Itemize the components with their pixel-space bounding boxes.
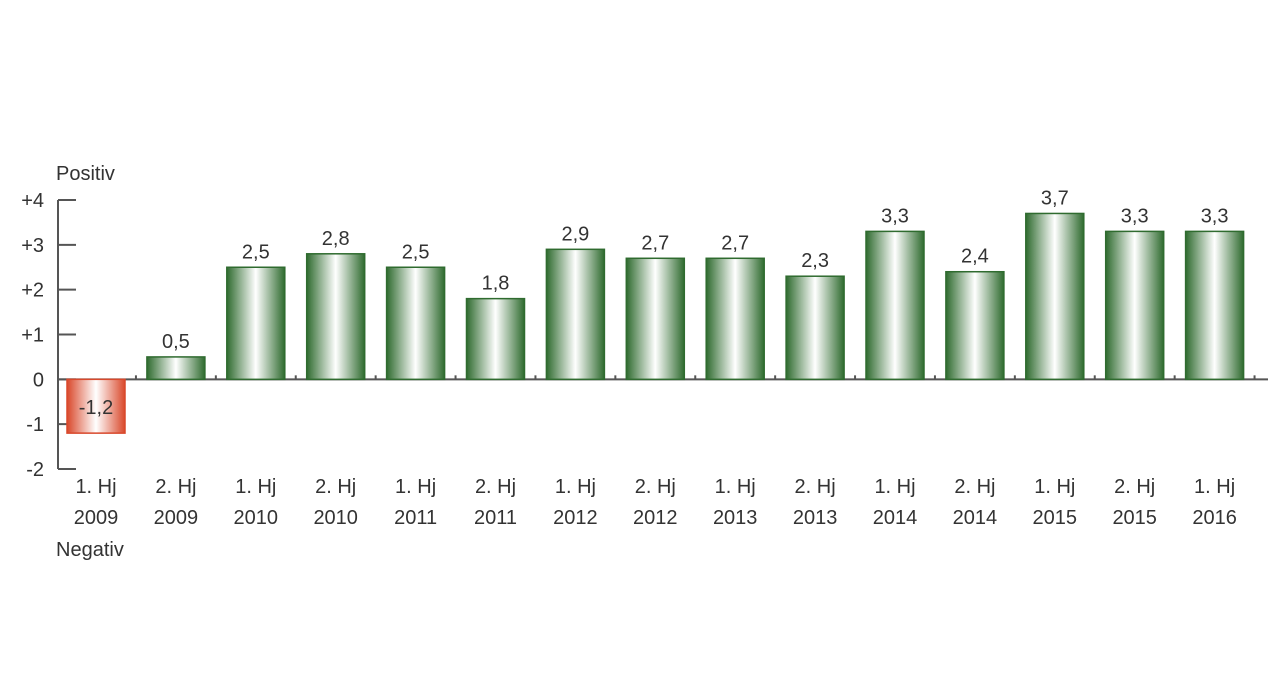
x-label-year: 2010 [234,507,279,529]
x-label-year: 2015 [1112,507,1157,529]
y-tick-label: +1 [21,325,44,347]
value-label: 0,5 [162,331,190,353]
x-label-year: 2012 [553,507,598,529]
value-label: 3,3 [1201,205,1229,227]
value-label: 3,3 [1121,205,1149,227]
x-label-half: 2. Hj [1114,476,1155,498]
bar [785,275,845,381]
x-label-year: 2014 [953,507,998,529]
value-label: 1,8 [482,273,510,295]
negative-label: Negativ [56,539,124,561]
bar [1184,230,1245,381]
y-tick-label: +2 [21,280,44,302]
value-label: 2,5 [402,241,430,263]
value-label: 2,4 [961,246,989,268]
bar-negative [66,378,126,434]
bar [545,248,606,381]
x-label-half: 2. Hj [954,476,995,498]
x-label-year: 2015 [1033,507,1078,529]
x-label-year: 2009 [154,507,199,529]
bar [705,257,765,381]
x-label-year: 2011 [394,507,437,529]
x-label-half: 2. Hj [315,476,356,498]
x-label-half: 1. Hj [1194,476,1235,498]
x-label-half: 1. Hj [235,476,276,498]
y-tick-label: +4 [21,190,44,212]
value-label: 3,7 [1041,187,1069,209]
x-label-half: 1. Hj [75,476,116,498]
x-axis-labels: 1. Hj 2009 2. Hj 2009 1. Hj 2010 2. Hj 2010 1. H… [74,476,1237,529]
y-tick-label: +3 [21,235,44,257]
value-label: -1,2 [79,397,113,419]
bar [945,270,1005,381]
x-label-half: 1. Hj [555,476,596,498]
y-tick-label: -1 [26,414,44,436]
y-tick-label: -2 [26,459,44,481]
x-label-year: 2013 [713,507,758,529]
x-label-half: 2. Hj [795,476,836,498]
bar [465,297,526,381]
value-label: 2,7 [721,232,749,254]
x-label-year: 2013 [793,507,838,529]
x-label-year: 2016 [1192,507,1237,529]
value-label: 2,8 [322,228,350,250]
x-label-half: 1. Hj [715,476,756,498]
bar [226,266,286,381]
bars [66,212,1245,434]
bar [385,266,446,381]
x-label-half: 1. Hj [874,476,915,498]
x-label-half: 1. Hj [395,476,436,498]
bar [625,257,686,381]
y-tick-label: 0 [33,369,44,391]
bar [146,356,206,381]
x-label-half: 2. Hj [155,476,196,498]
value-label: 2,3 [801,250,829,272]
x-label-year: 2010 [313,507,358,529]
bar [1104,230,1165,381]
x-label-year: 2014 [873,507,918,529]
bar [865,230,925,381]
x-label-year: 2011 [474,507,517,529]
x-label-half: 1. Hj [1034,476,1075,498]
value-label: 2,7 [641,232,669,254]
value-label: 3,3 [881,205,909,227]
bar [1025,212,1085,381]
bar [305,253,366,381]
value-label: 2,5 [242,241,270,263]
x-label-half: 2. Hj [475,476,516,498]
value-label: 2,9 [561,223,589,245]
positive-label: Positiv [56,163,115,185]
value-labels: -1,2 0,5 2,5 2,8 2,5 1,8 2,9 2,7 2,7 2,3 3,3 2,4 3,7… [79,187,1229,419]
x-label-year: 2012 [633,507,678,529]
x-label-year: 2009 [74,507,119,529]
x-label-half: 2. Hj [635,476,676,498]
